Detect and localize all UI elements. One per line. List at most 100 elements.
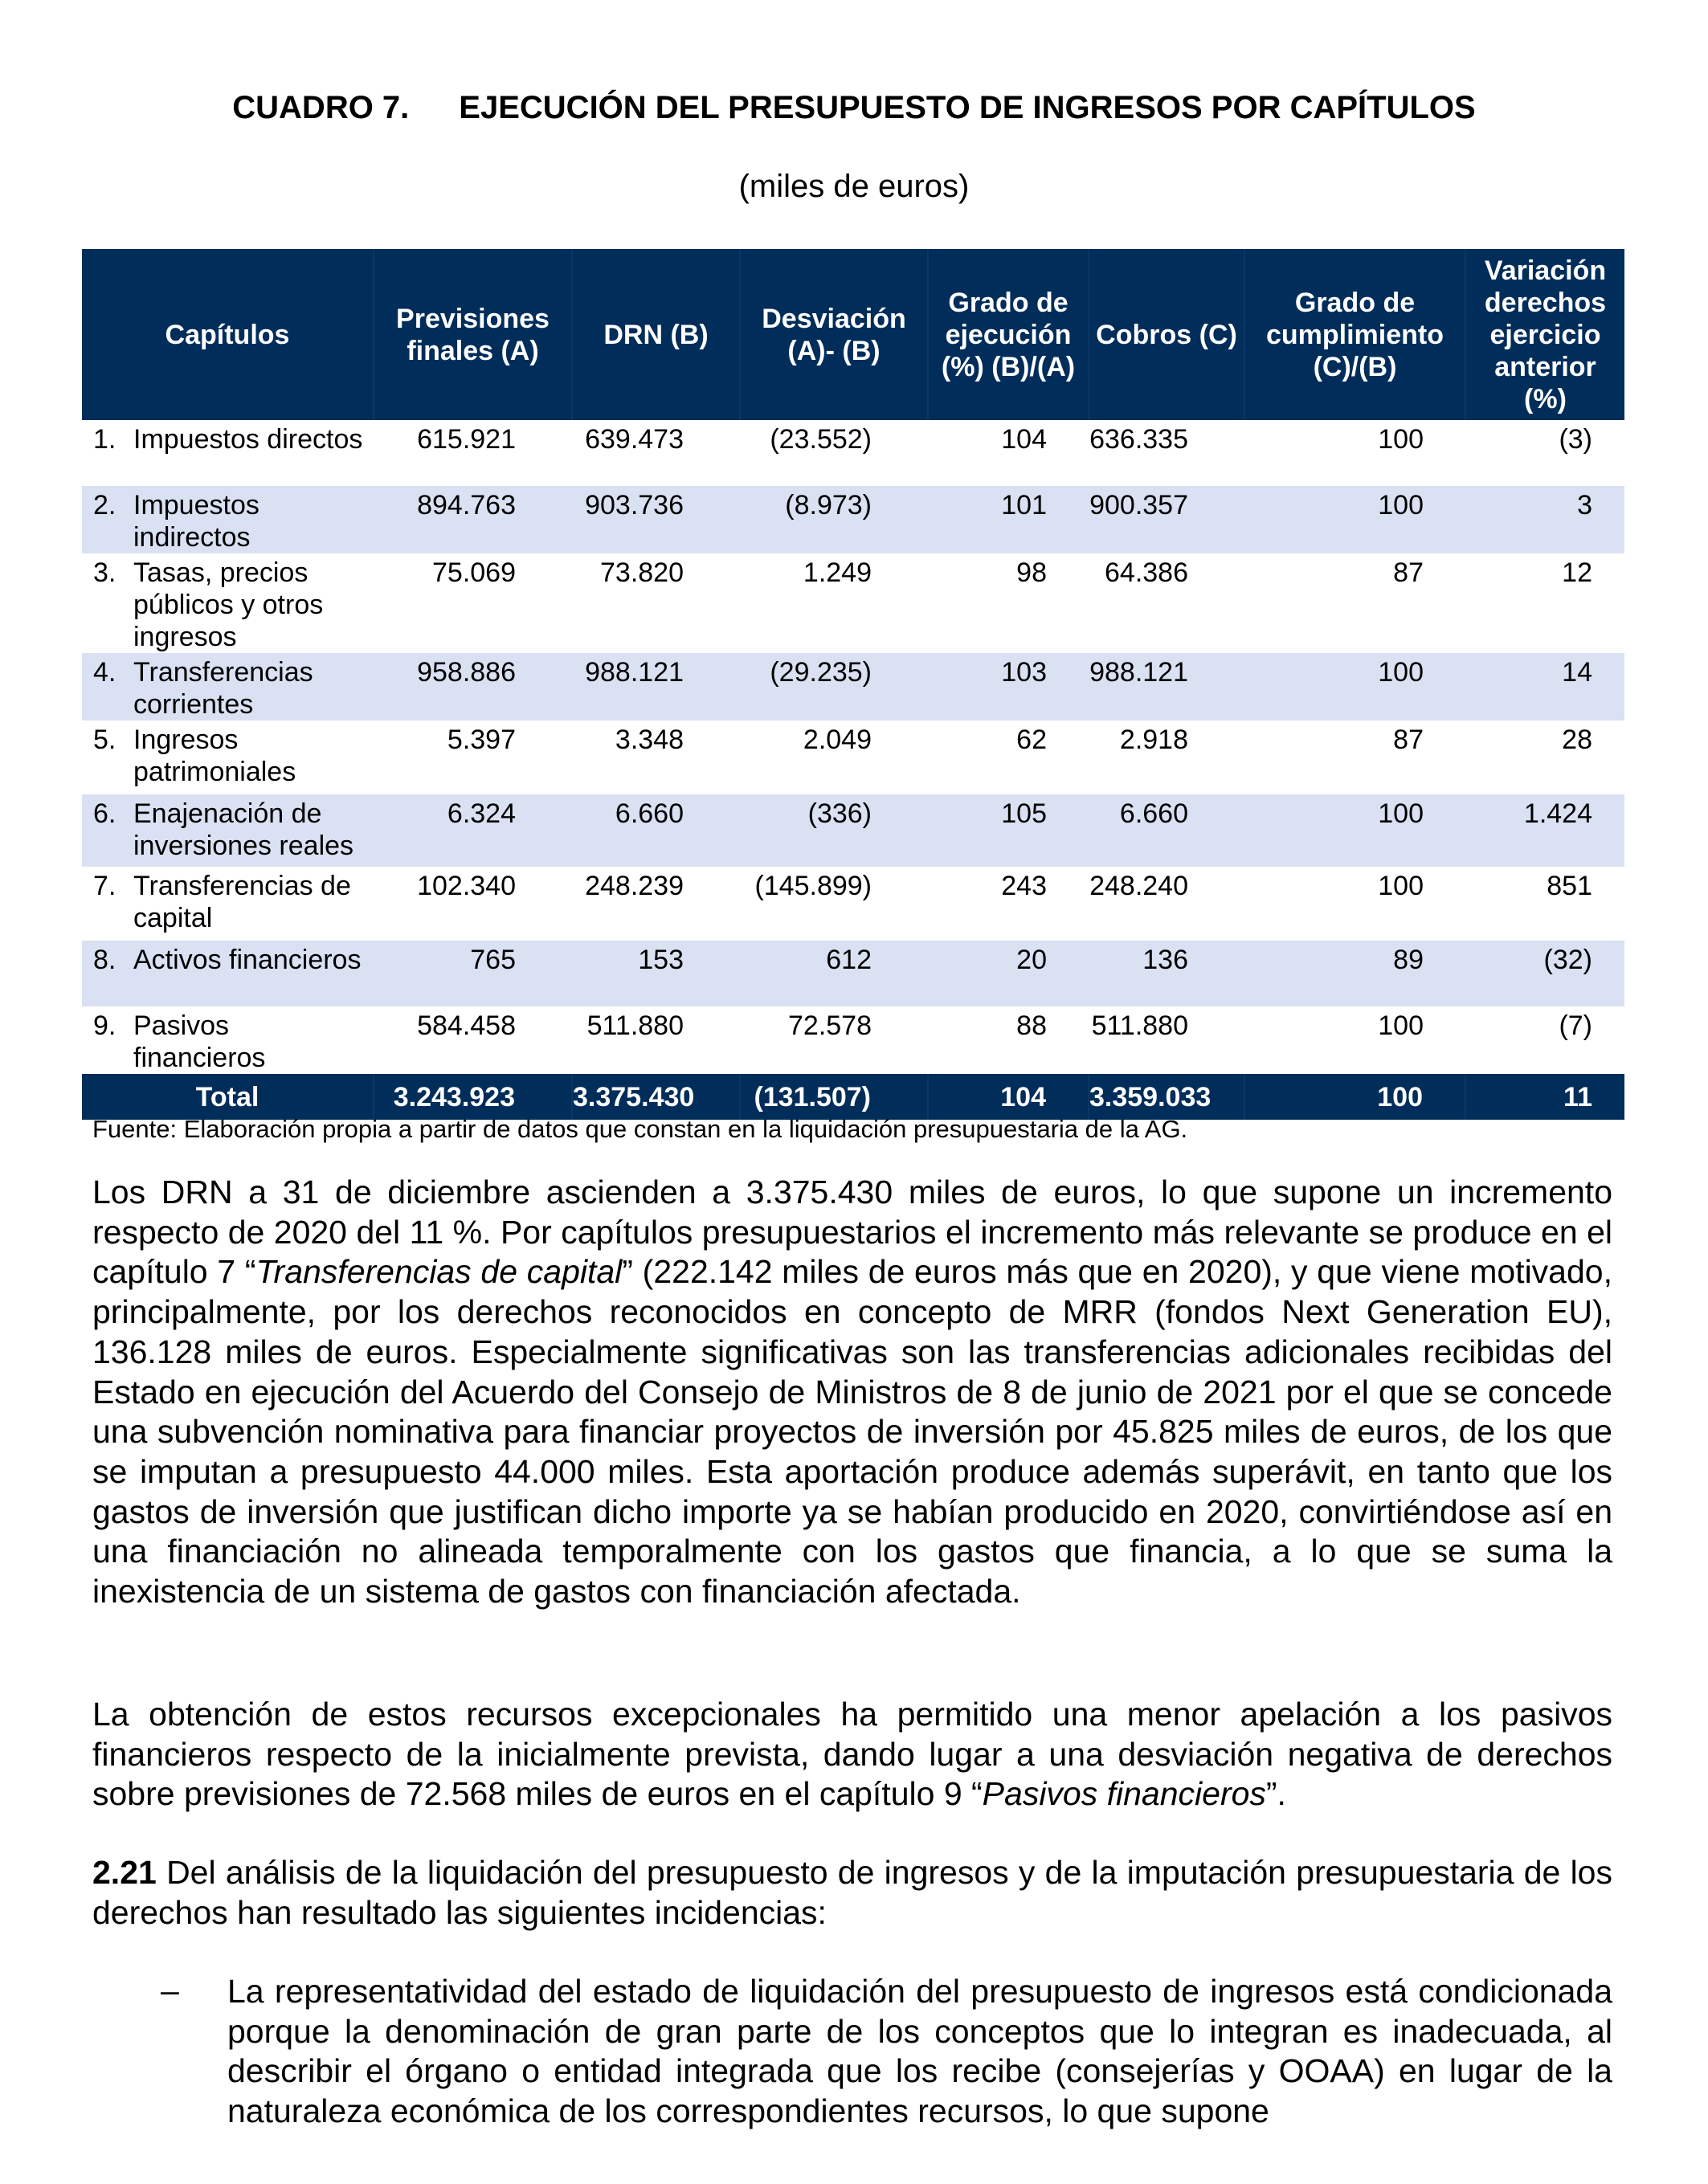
value-cell: 72.578	[788, 1010, 872, 1041]
table-title-text: EJECUCIÓN DEL PRESUPUESTO DE INGRESOS PO…	[459, 90, 1476, 125]
value-cell: 3	[1465, 486, 1624, 553]
value-cell: 248.239	[585, 871, 684, 901]
chapter-number: 8.	[93, 945, 116, 975]
value-cell: 851	[1547, 871, 1592, 901]
total-value: 11	[1465, 1074, 1624, 1120]
value-cell: 100	[1378, 1010, 1424, 1041]
value-cell: 894.763	[374, 486, 572, 553]
column-header: Previsiones finales (A)	[373, 249, 572, 420]
value-cell: 511.880	[586, 1010, 684, 1041]
value-cell: 88	[1016, 1010, 1047, 1041]
chapter-label: Impuestos directos	[133, 424, 363, 455]
total-row: Total 3.243.923 3.375.430 (131.507) 104 3.359…	[82, 1074, 1624, 1120]
section-number: 2.21	[92, 1854, 157, 1891]
total-value: 100	[1244, 1074, 1465, 1120]
total-value: 3.375.430	[571, 1074, 740, 1120]
value-cell: (7)	[1559, 1010, 1592, 1041]
table-body: 1. Impuestos directos 615.921 639.473 (23.55…	[82, 420, 1624, 1120]
table-row: 1. Impuestos directos 615.921 639.473 (23.55…	[82, 420, 1624, 486]
paragraph-2-21: 2.21 Del análisis de la liquidación del …	[92, 1853, 1612, 1933]
chapter-cell: 7. Transferencias de capital	[82, 867, 374, 941]
value-cell: 1.249	[803, 557, 872, 588]
chapter-cell: 6. Enajenación de inversiones reales	[82, 794, 374, 867]
column-header: Variación derechos ejercicio anterior (%…	[1465, 249, 1624, 420]
value-cell: 98	[1016, 557, 1047, 588]
table-header: Capítulos Previsiones finales (A) DRN (B) D…	[82, 249, 1624, 420]
value-cell: 100	[1244, 653, 1465, 721]
value-cell: 243	[1001, 871, 1047, 901]
chapter-label: Enajenación de inversiones reales	[133, 798, 354, 861]
column-header: Cobros (C)	[1088, 249, 1244, 420]
paragraph-drn: Los DRN a 31 de diciembre ascienden a 3.…	[92, 1173, 1612, 1612]
chapter-number: 9.	[93, 1010, 116, 1041]
value-cell: 14	[1465, 653, 1624, 721]
value-cell: 136	[1089, 941, 1244, 1006]
table-row: 5. Ingresos patrimoniales 5.397 3.348 2.049 6…	[82, 721, 1624, 794]
value-cell: 900.357	[1089, 486, 1244, 553]
value-cell: 100	[1378, 871, 1424, 901]
chapter-number: 1.	[93, 424, 116, 455]
value-cell: (3)	[1559, 424, 1592, 455]
value-cell: 639.473	[585, 424, 684, 455]
table-row: 2. Impuestos indirectos 894.763 903.736 (8.9…	[82, 486, 1624, 553]
value-cell: 75.069	[432, 557, 516, 588]
chapter-label: Pasivos financieros	[133, 1010, 266, 1073]
value-cell: 87	[1393, 557, 1424, 588]
chapter-label: Transferencias corrientes	[133, 657, 313, 720]
table-row: 6. Enajenación de inversiones reales 6.324…	[82, 794, 1624, 867]
chapter-label: Tasas, precios públicos y otros ingresos	[133, 557, 324, 652]
chapter-cell: 8. Activos financieros	[82, 941, 374, 1006]
value-cell: 20	[928, 941, 1089, 1006]
paragraph-text: Del análisis de la liquidación del presu…	[92, 1854, 1612, 1931]
value-cell: 1.424	[1465, 794, 1624, 867]
budget-table: Capítulos Previsiones finales (A) DRN (B) D…	[82, 249, 1624, 1120]
value-cell: 3.348	[615, 725, 684, 755]
chapter-name-italic: Pasivos financieros	[982, 1775, 1266, 1813]
value-cell: 100	[1244, 486, 1465, 553]
value-cell: 153	[572, 941, 740, 1006]
table-row: 7. Transferencias de capital 102.340 248.23…	[82, 867, 1624, 941]
value-cell: 615.921	[417, 424, 516, 455]
table-subtitle: (miles de euros)	[738, 169, 970, 204]
total-label: Total	[82, 1074, 374, 1120]
value-cell: 2.918	[1119, 725, 1188, 755]
column-header: Capítulos	[82, 249, 374, 420]
source-note: Fuente: Elaboración propia a partir de d…	[92, 1115, 1188, 1143]
total-value: 104	[927, 1074, 1089, 1120]
chapter-cell: 5. Ingresos patrimoniales	[82, 721, 374, 794]
column-header: Desviación (A)- (B)	[739, 249, 928, 420]
column-header: Grado de ejecución (%) (B)/(A)	[927, 249, 1089, 420]
value-cell: (32)	[1465, 941, 1624, 1006]
value-cell: 6.660	[572, 794, 740, 867]
column-header: Grado de cumplimiento (C)/(B)	[1244, 249, 1465, 420]
value-cell: 62	[1016, 725, 1047, 755]
value-cell: 636.335	[1089, 424, 1188, 455]
value-cell: 101	[928, 486, 1089, 553]
value-cell: 903.736	[572, 486, 740, 553]
value-cell: 2.049	[803, 725, 872, 755]
paragraph-text: ”.	[1265, 1775, 1286, 1813]
chapter-number: 6.	[93, 798, 116, 829]
chapter-label: Impuestos indirectos	[133, 490, 259, 553]
value-cell: 958.886	[374, 653, 572, 721]
value-cell: (8.973)	[740, 486, 928, 553]
chapter-number: 7.	[93, 871, 116, 901]
chapter-cell: 9. Pasivos financieros	[82, 1006, 374, 1074]
table-row: 9. Pasivos financieros 584.458 511.880 72.57…	[82, 1006, 1624, 1074]
table-row: 8. Activos financieros 765 153 612 20 136 89 (32…	[82, 941, 1624, 1006]
column-header: DRN (B)	[571, 249, 740, 420]
chapter-label: Activos financieros	[133, 945, 362, 975]
chapter-number: 3.	[93, 557, 116, 588]
value-cell: 28	[1562, 725, 1592, 755]
value-cell: 100	[1244, 794, 1465, 867]
total-value: 3.359.033	[1088, 1074, 1244, 1120]
value-cell: 248.240	[1089, 871, 1188, 901]
paragraph-text: La obtención de estos recursos excepcion…	[92, 1696, 1612, 1813]
bullet-marker: –	[161, 1972, 179, 2009]
value-cell: (336)	[740, 794, 928, 867]
value-cell: 5.397	[447, 725, 516, 755]
chapter-cell: 3. Tasas, precios públicos y otros ingres…	[82, 553, 374, 653]
chapter-cell: 4. Transferencias corrientes	[82, 653, 374, 721]
paragraph-text: ” (222.142 miles de euros más que en 202…	[92, 1253, 1612, 1610]
table-row: 4. Transferencias corrientes 958.886 988.12…	[82, 653, 1624, 721]
